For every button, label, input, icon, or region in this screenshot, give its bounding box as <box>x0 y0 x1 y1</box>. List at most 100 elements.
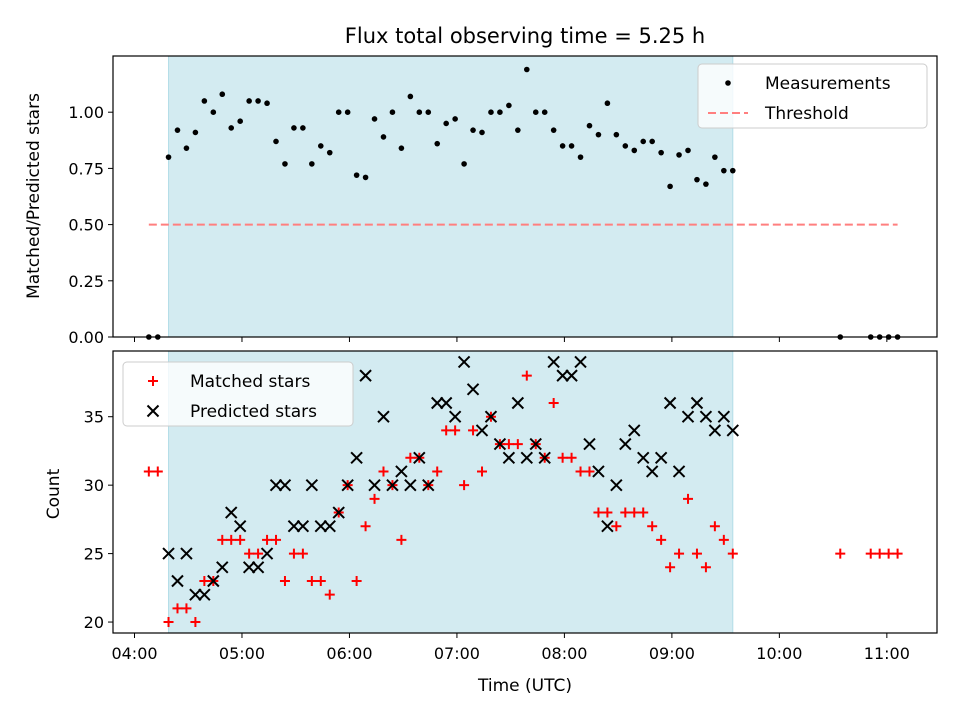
predicted-stars-point <box>287 520 301 533</box>
measurement-point <box>398 145 405 151</box>
measurement-point <box>497 109 503 115</box>
measurement-point <box>658 149 664 156</box>
predicted-stars-point <box>225 506 238 519</box>
observing-interval-shade <box>168 55 734 338</box>
predicted-stars-point <box>323 520 336 533</box>
predicted-stars-point <box>395 465 408 478</box>
y-tick-label: 0.00 <box>68 328 104 347</box>
top-y-axis-label: Matched/Predicted stars <box>24 93 44 299</box>
measurement-point <box>640 138 647 145</box>
predicted-stars-point <box>511 396 525 410</box>
y-tick-label: 1.00 <box>68 103 104 122</box>
predicted-stars-point <box>592 465 605 478</box>
measurement-point <box>488 109 494 115</box>
legend-predicted-marker <box>146 404 160 418</box>
measurement-point <box>470 127 476 133</box>
measurement-point <box>721 167 727 174</box>
measurement-point <box>344 109 351 115</box>
matched-stars-point <box>432 466 443 477</box>
matched-stars-point <box>369 493 380 504</box>
predicted-stars-point <box>413 451 426 464</box>
measurement-point <box>282 161 288 167</box>
measurement-point <box>604 100 611 107</box>
predicted-stars-point <box>251 561 265 574</box>
axes-frame <box>112 350 938 634</box>
y-tick-label: 35 <box>84 408 104 427</box>
measurement-point <box>729 167 736 174</box>
matched-stars-point <box>691 548 702 559</box>
measurement-point <box>192 129 199 136</box>
matched-stars-point <box>620 507 631 518</box>
matched-stars-point <box>656 534 667 545</box>
measurement-point <box>219 91 226 98</box>
predicted-stars-point <box>439 396 453 410</box>
matched-stars-point <box>477 466 488 477</box>
predicted-stars-point <box>583 437 596 451</box>
predicted-stars-point <box>654 451 668 464</box>
matched-stars-point <box>297 548 308 559</box>
y-tick-label: 20 <box>84 613 104 632</box>
predicted-stars-point <box>466 383 480 396</box>
measurement-point <box>291 125 297 131</box>
matched-stars-point <box>865 548 876 559</box>
matched-stars-point <box>235 534 246 545</box>
matched-stars-point <box>468 425 479 436</box>
predicted-stars-point <box>645 465 659 478</box>
matched-stars-point <box>279 575 290 586</box>
x-tick-label: 06:00 <box>326 644 372 663</box>
matched-stars-point <box>647 521 658 532</box>
legend-box <box>122 361 354 427</box>
predicted-stars-point <box>637 451 650 464</box>
measurement-point <box>613 131 620 138</box>
count-panel: 04:00 05:00 06:00 07:00 08:00 09:00 10:00 11:00… <box>84 350 938 663</box>
matched-stars-point <box>378 466 389 477</box>
matched-stars-point <box>593 507 604 518</box>
legend-label: Threshold <box>764 104 849 124</box>
matched-stars-point <box>199 575 210 586</box>
axes-frame <box>112 55 938 338</box>
matched-stars-point <box>190 617 201 628</box>
matched-stars-point <box>143 466 154 477</box>
matched-stars-point <box>575 466 586 477</box>
measurement-point <box>523 66 530 73</box>
y-tick-label: 0.75 <box>68 159 104 178</box>
predicted-stars-point <box>556 369 569 382</box>
predicted-stars-point <box>359 369 372 382</box>
matched-stars-point <box>700 562 711 573</box>
matched-stars-point <box>683 493 694 504</box>
measurement-point <box>550 127 557 133</box>
predicted-stars-point <box>431 396 444 410</box>
predicted-stars-point <box>207 574 220 588</box>
ratio-panel: 0.00 0.25 0.50 0.75 1.00 Measurements Threshol… <box>68 55 938 347</box>
legend-box <box>697 63 928 129</box>
legend-measurement-marker <box>725 80 731 86</box>
predicted-stars-point <box>350 451 363 464</box>
legend-label: Predicted stars <box>190 402 317 422</box>
predicted-stars-point <box>216 561 229 574</box>
matched-stars-point <box>892 548 903 559</box>
predicted-stars-point <box>529 437 542 451</box>
measurement-point <box>425 109 432 115</box>
predicted-stars-point <box>332 506 345 519</box>
matched-stars-point <box>566 452 577 463</box>
matched-stars-point <box>629 507 640 518</box>
legend-matched-marker <box>148 376 158 386</box>
measurement-point <box>201 98 208 104</box>
measurement-point <box>353 172 360 178</box>
predicted-stars-point <box>180 547 193 560</box>
matched-stars-point <box>253 548 264 559</box>
matched-stars-point <box>638 507 649 518</box>
matched-stars-point <box>503 439 514 450</box>
measurement-point <box>443 120 449 127</box>
predicted-stars-point <box>690 396 704 410</box>
matched-stars-point <box>584 466 595 477</box>
predicted-stars-point <box>502 451 516 464</box>
matched-stars-point <box>152 466 163 477</box>
predicted-stars-point <box>377 410 390 423</box>
measurement-point <box>273 138 279 145</box>
matched-stars-point <box>665 562 676 573</box>
predicted-stars-point <box>341 478 354 492</box>
measurement-point <box>371 116 378 122</box>
matched-stars-point <box>874 548 885 559</box>
predicted-stars-point <box>484 410 498 423</box>
